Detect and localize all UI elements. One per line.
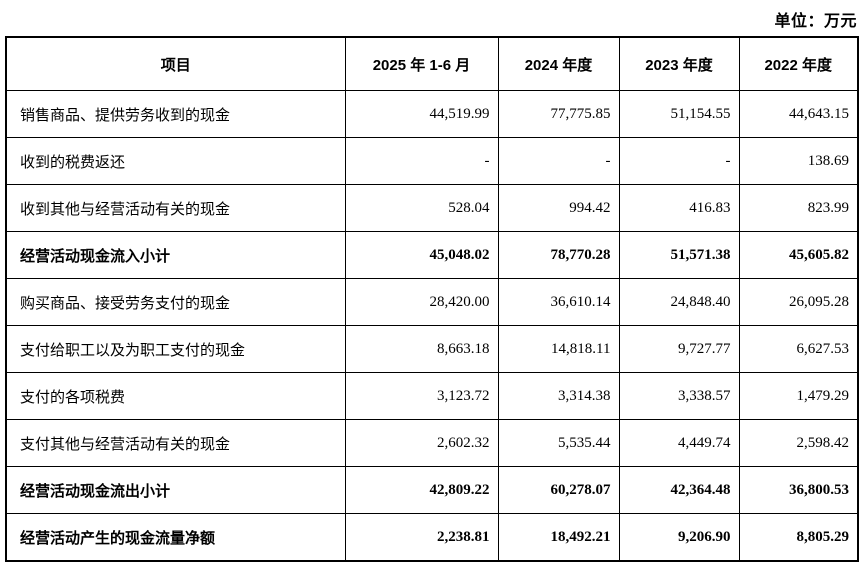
cell-value: 2,238.81 (344, 513, 499, 562)
column-header-2022: 2022 年度 (738, 36, 859, 91)
cell-value: 416.83 (618, 184, 740, 232)
cell-value: 1,479.29 (738, 372, 859, 420)
cell-value: 8,663.18 (344, 325, 499, 373)
table-row: 支付给职工以及为职工支付的现金 8,663.18 14,818.11 9,727… (5, 325, 859, 373)
column-header-item: 项目 (5, 36, 346, 91)
cell-value: 77,775.85 (497, 90, 620, 138)
row-label: 经营活动产生的现金流量净额 (5, 513, 346, 562)
cell-value: - (618, 137, 740, 185)
cash-flow-table: 项目 2025 年 1-6 月 2024 年度 2023 年度 2022 年度 … (5, 36, 859, 562)
cell-value: 28,420.00 (344, 278, 499, 326)
column-header-2023: 2023 年度 (618, 36, 740, 91)
column-header-2025h1: 2025 年 1-6 月 (344, 36, 499, 91)
cell-value: 45,048.02 (344, 231, 499, 279)
cell-value: 36,800.53 (738, 466, 859, 514)
cell-value: 3,338.57 (618, 372, 740, 420)
cell-value: 2,602.32 (344, 419, 499, 467)
row-label: 支付给职工以及为职工支付的现金 (5, 325, 346, 373)
table-row-net-amount: 经营活动产生的现金流量净额 2,238.81 18,492.21 9,206.9… (5, 513, 859, 562)
unit-label: 单位：万元 (774, 13, 857, 30)
cell-value: 14,818.11 (497, 325, 620, 373)
table-row: 收到的税费返还 - - - 138.69 (5, 137, 859, 185)
cell-value: 994.42 (497, 184, 620, 232)
cell-value: 78,770.28 (497, 231, 620, 279)
cell-value: 8,805.29 (738, 513, 859, 562)
row-label: 支付的各项税费 (5, 372, 346, 420)
cell-value: 9,206.90 (618, 513, 740, 562)
cell-value: - (497, 137, 620, 185)
table-row: 支付其他与经营活动有关的现金 2,602.32 5,535.44 4,449.7… (5, 419, 859, 467)
cell-value: 42,809.22 (344, 466, 499, 514)
cell-value: 9,727.77 (618, 325, 740, 373)
cell-value: 3,123.72 (344, 372, 499, 420)
cell-value: 4,449.74 (618, 419, 740, 467)
cell-value: 3,314.38 (497, 372, 620, 420)
table-row: 购买商品、接受劳务支付的现金 28,420.00 36,610.14 24,84… (5, 278, 859, 326)
row-label: 购买商品、接受劳务支付的现金 (5, 278, 346, 326)
cell-value: 60,278.07 (497, 466, 620, 514)
cell-value: 26,095.28 (738, 278, 859, 326)
cell-value: 823.99 (738, 184, 859, 232)
column-header-2024: 2024 年度 (497, 36, 620, 91)
cell-value: 44,643.15 (738, 90, 859, 138)
table-row: 支付的各项税费 3,123.72 3,314.38 3,338.57 1,479… (5, 372, 859, 420)
cell-value: 5,535.44 (497, 419, 620, 467)
row-label: 销售商品、提供劳务收到的现金 (5, 90, 346, 138)
cell-value: 36,610.14 (497, 278, 620, 326)
cell-value: 42,364.48 (618, 466, 740, 514)
cell-value: 24,848.40 (618, 278, 740, 326)
table-row: 收到其他与经营活动有关的现金 528.04 994.42 416.83 823.… (5, 184, 859, 232)
cell-value: 138.69 (738, 137, 859, 185)
cell-value: 2,598.42 (738, 419, 859, 467)
cell-value: 45,605.82 (738, 231, 859, 279)
cell-value: 44,519.99 (344, 90, 499, 138)
cell-value: 51,154.55 (618, 90, 740, 138)
row-label: 经营活动现金流出小计 (5, 466, 346, 514)
row-label: 收到的税费返还 (5, 137, 346, 185)
table-row-subtotal-outflow: 经营活动现金流出小计 42,809.22 60,278.07 42,364.48… (5, 466, 859, 514)
cell-value: 6,627.53 (738, 325, 859, 373)
table-row: 销售商品、提供劳务收到的现金 44,519.99 77,775.85 51,15… (5, 90, 859, 138)
row-label: 经营活动现金流入小计 (5, 231, 346, 279)
cell-value: 51,571.38 (618, 231, 740, 279)
table-row-subtotal-inflow: 经营活动现金流入小计 45,048.02 78,770.28 51,571.38… (5, 231, 859, 279)
row-label: 支付其他与经营活动有关的现金 (5, 419, 346, 467)
cell-value: - (344, 137, 499, 185)
header-row: 项目 2025 年 1-6 月 2024 年度 2023 年度 2022 年度 (5, 36, 859, 91)
cell-value: 528.04 (344, 184, 499, 232)
row-label: 收到其他与经营活动有关的现金 (5, 184, 346, 232)
